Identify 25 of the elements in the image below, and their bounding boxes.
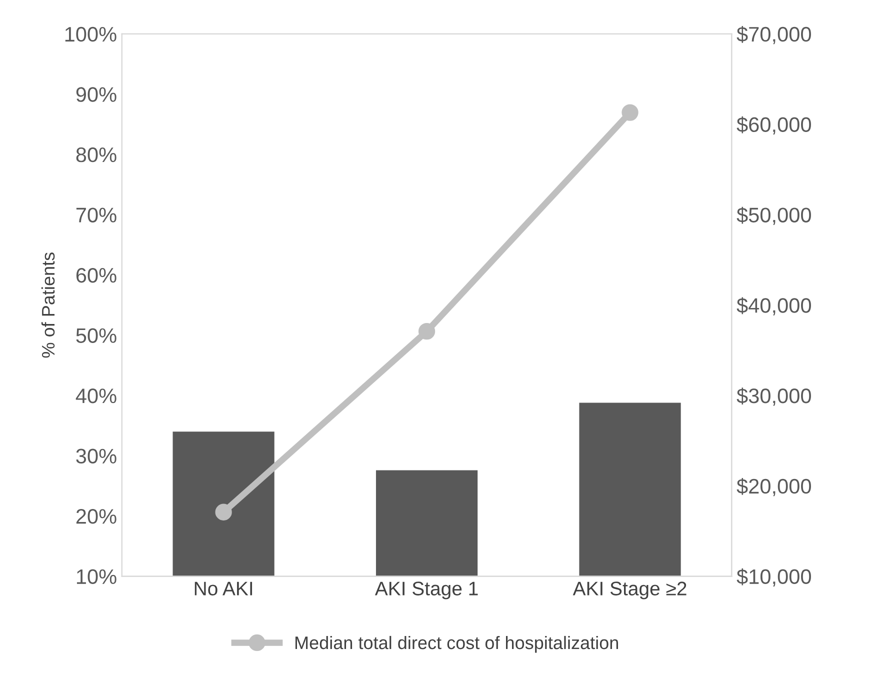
y2-tick-label: $70,000	[736, 26, 811, 44]
x-tick-label: AKI Stage ≥2	[572, 582, 686, 600]
y2-tick-label: $10,000	[736, 568, 811, 587]
y-tick-label: 20%	[76, 509, 116, 524]
x-tick-label: No AKI	[194, 582, 252, 596]
legend-label: Median total direct cost of hospitalization	[295, 636, 618, 653]
point	[418, 322, 436, 340]
y2-tick-label: $50,000	[736, 206, 811, 225]
y2-tick-label: $20,000	[736, 478, 811, 496]
y-tick-label: 100%	[65, 26, 116, 42]
y2-tick-label: $30,000	[736, 388, 811, 406]
y-tick-label: 80%	[76, 147, 116, 162]
x-tick-label: AKI Stage 1	[374, 582, 478, 600]
y-axis-title: % of Patients	[41, 252, 55, 358]
y-tick-label: 10%	[76, 569, 116, 584]
y2-tick-label: $40,000	[736, 297, 811, 316]
y2-tick-label: $60,000	[736, 116, 811, 135]
y-tick-label: 90%	[76, 87, 116, 102]
point	[622, 104, 638, 121]
y-tick-label: 30%	[76, 448, 116, 464]
y-tick-label: 60%	[76, 268, 116, 283]
y-tick-label: 50%	[76, 328, 116, 343]
point	[215, 504, 232, 520]
y-tick-label: 40%	[76, 388, 116, 404]
y-tick-label: 70%	[76, 208, 116, 222]
